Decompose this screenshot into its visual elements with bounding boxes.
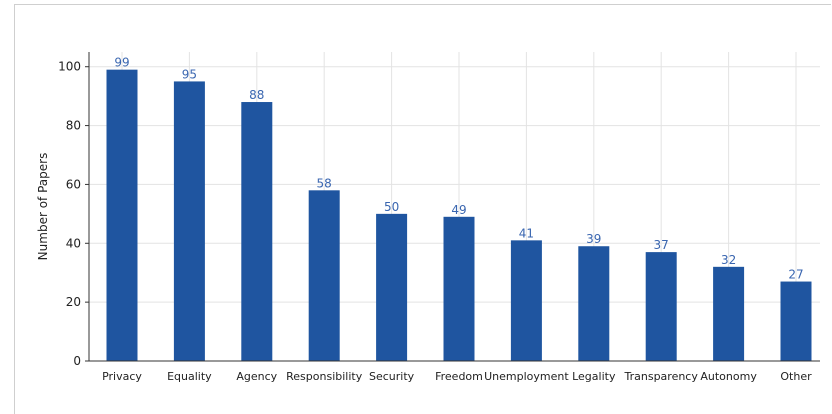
bar-other [780, 281, 812, 361]
x-tick-label: Legality [572, 370, 616, 383]
x-tick-label: Transparency [624, 370, 699, 383]
bar-legality [578, 246, 610, 361]
value-label: 58 [317, 176, 332, 190]
value-labels: 99 95 88 58 50 49 41 39 37 32 27 [114, 56, 803, 282]
bars [106, 69, 812, 362]
axes [85, 52, 820, 362]
y-axis-label: Number of Papers [36, 153, 50, 261]
value-label: 49 [451, 203, 466, 217]
x-tick-labels: Privacy Equality Agency Responsibility Secur… [102, 370, 812, 383]
y-tick-label: 100 [58, 60, 81, 74]
x-tick-label: Freedom [435, 370, 483, 383]
value-label: 99 [114, 56, 129, 70]
bar-autonomy [713, 266, 745, 361]
value-label: 88 [249, 88, 264, 102]
x-tick-label: Security [369, 370, 415, 383]
chart-frame [14, 4, 831, 414]
y-tick-label: 0 [73, 354, 81, 368]
x-tick-label: Equality [167, 370, 212, 383]
x-tick-label: Agency [236, 370, 277, 383]
bar-privacy [106, 69, 138, 362]
y-tick-label: 40 [66, 236, 81, 250]
value-label: 37 [654, 238, 669, 252]
bar-freedom [443, 216, 475, 361]
value-label: 41 [519, 226, 534, 240]
bar-transparency [645, 252, 677, 361]
value-label: 95 [182, 67, 197, 81]
y-tick-labels: 0 20 40 60 80 100 [58, 60, 81, 368]
bar-unemployment [510, 240, 542, 361]
bar-equality [173, 81, 205, 361]
value-label: 39 [586, 232, 601, 246]
y-tick-label: 60 [66, 177, 81, 191]
value-label: 50 [384, 200, 399, 214]
x-tick-label: Unemployment [484, 370, 569, 383]
x-tick-label: Autonomy [700, 370, 757, 383]
value-label: 32 [721, 253, 736, 267]
bar-responsibility [308, 190, 340, 361]
bar-security [376, 213, 408, 361]
x-tick-label: Other [780, 370, 812, 383]
bar-agency [241, 102, 273, 362]
x-tick-label: Privacy [102, 370, 142, 383]
value-label: 27 [788, 268, 803, 282]
x-tick-label: Responsibility [286, 370, 363, 383]
y-tick-label: 80 [66, 119, 81, 133]
y-tick-label: 20 [66, 295, 81, 309]
